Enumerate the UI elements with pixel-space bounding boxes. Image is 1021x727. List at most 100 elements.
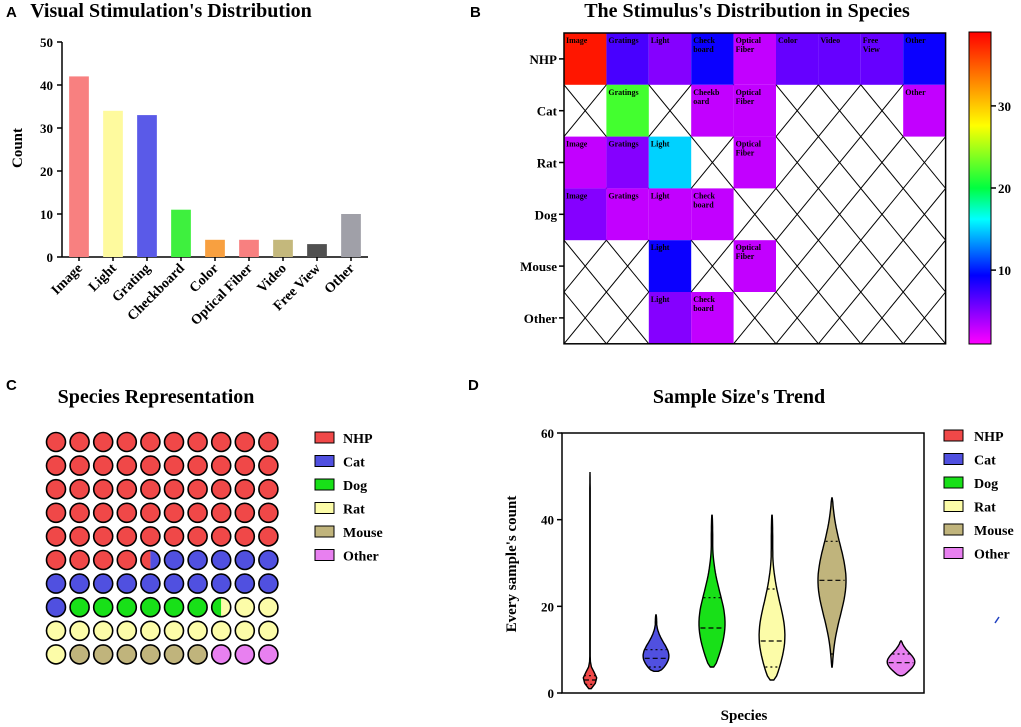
waffle-dot (116, 620, 138, 642)
waffle-dot (163, 596, 185, 618)
cell-label: Gratings (608, 88, 638, 97)
legend-swatch (943, 476, 964, 489)
bar (341, 214, 361, 257)
waffle-dot (45, 455, 67, 476)
waffle-dot (140, 596, 161, 618)
waffle-dot (69, 573, 90, 594)
heatmap-cell (564, 33, 607, 85)
bar (69, 76, 89, 258)
waffle-dot (45, 502, 67, 524)
waffle-dot (163, 573, 185, 594)
waffle-dot (140, 620, 161, 642)
cell-label: Image (566, 36, 588, 45)
legend-swatch (943, 453, 964, 465)
heatmap-cell (648, 136, 692, 189)
waffle-dot (140, 526, 161, 547)
legend-swatch (314, 478, 335, 491)
waffle-dot (234, 620, 256, 642)
heatmap-cell (776, 33, 819, 85)
panel-label-a: A (6, 4, 17, 21)
waffle-dot (69, 549, 90, 571)
legend-swatch (943, 500, 964, 512)
bar (205, 239, 225, 257)
heatmap-cell (733, 240, 776, 292)
heatmap-cell (606, 84, 649, 137)
chart-title-a: Visual Stimulation's Distribution (30, 0, 312, 22)
legend-swatch (314, 431, 335, 444)
waffle-dot-outline (210, 596, 232, 618)
y-axis-label-d: Every sample's count (504, 496, 520, 633)
cell-label: Gratings (608, 191, 638, 200)
y-tick-label-d: 0 (548, 686, 555, 701)
chart-title-d: Sample Size's Trend (653, 386, 825, 408)
cell-label: Gratings (608, 140, 638, 149)
cell-label: Light (651, 36, 670, 45)
cell-label: Light (651, 295, 670, 304)
cell-label: Light (651, 140, 670, 149)
waffle-dot (116, 526, 138, 547)
y-tick-label-a: 10 (40, 207, 53, 222)
heatmap-frame (563, 32, 947, 345)
lattice-line (564, 343, 565, 344)
bar (307, 244, 327, 257)
cell-label: oard (693, 97, 710, 106)
waffle-dot (187, 549, 208, 571)
waffle-dot (92, 644, 114, 665)
legend-swatch (314, 525, 335, 538)
waffle-dot (69, 644, 90, 665)
waffle-dot (210, 549, 232, 571)
waffle-dot (187, 431, 208, 453)
bar (273, 239, 293, 257)
waffle-dot (45, 549, 67, 571)
waffle-dot-part (211, 597, 222, 617)
waffle-dot (163, 455, 185, 476)
waffle-dot (140, 573, 161, 594)
cell-label: Fiber (736, 149, 755, 158)
legend-label: Dog (974, 477, 998, 492)
waffle-dot (187, 596, 208, 618)
waffle-dot (187, 644, 208, 665)
row-label: Rat (537, 156, 558, 171)
waffle-dot (116, 644, 138, 665)
legend-label: Mouse (343, 526, 383, 541)
waffle-dot (210, 620, 232, 642)
cell-label: Image (566, 140, 588, 149)
waffle-dot (210, 573, 232, 594)
heatmap-cell (860, 33, 904, 85)
waffle-dot (140, 478, 161, 500)
waffle-dot (69, 620, 90, 642)
colorbar (968, 31, 992, 345)
waffle-dot (258, 455, 279, 476)
waffle-dot (69, 526, 90, 547)
heatmap-cell (606, 33, 649, 85)
cell-label: Other (905, 36, 926, 45)
waffle-dot (234, 431, 256, 453)
waffle-dot (116, 455, 138, 476)
waffle-dot (69, 596, 90, 618)
waffle-dot (210, 644, 232, 665)
cell-label: board (693, 200, 714, 209)
cell-label: Cheekb (693, 88, 720, 97)
legend-label: NHP (343, 432, 373, 447)
violin (886, 640, 916, 677)
waffle-dot (92, 620, 114, 642)
waffle-dot (45, 478, 67, 500)
waffle-dot (163, 526, 185, 547)
waffle-dot (140, 455, 161, 476)
waffle-dot (163, 620, 185, 642)
violin (642, 614, 670, 672)
waffle-dot (92, 431, 114, 453)
colorbar-tick-label: 30 (998, 99, 1011, 114)
heatmap-cell (903, 84, 946, 137)
waffle-dot (45, 596, 67, 618)
panel-d: D Sample Size's Trend Every sample's cou… (468, 377, 1014, 724)
legend-label: NHP (974, 430, 1004, 445)
cell-label: Check (693, 295, 715, 304)
waffle-dot (116, 478, 138, 500)
waffle-dot (187, 573, 208, 594)
y-tick-label-a: 40 (40, 78, 53, 93)
waffle-dot (187, 502, 208, 524)
waffle-dot (234, 455, 256, 476)
legend-label: Cat (343, 456, 365, 471)
legend-label: Mouse (974, 524, 1014, 539)
